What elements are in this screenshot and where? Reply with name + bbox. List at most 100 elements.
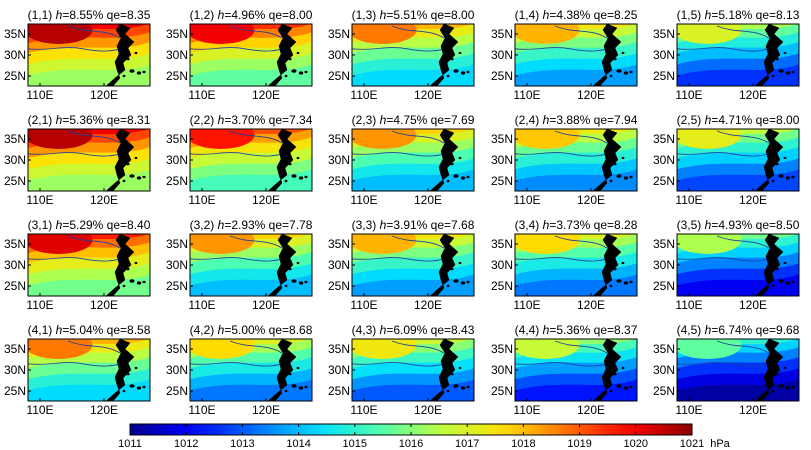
y-tick-label: 35N	[4, 132, 26, 146]
island-mark	[129, 384, 135, 388]
river-line	[515, 362, 614, 367]
island-mark	[460, 386, 466, 390]
coastline-landmask	[267, 129, 297, 191]
island-mark	[616, 384, 622, 388]
island-mark	[616, 69, 622, 73]
panel-title: (2,4) h=3.88% qe=7.94	[515, 113, 638, 127]
island-mark	[450, 57, 454, 61]
island-mark	[623, 71, 629, 75]
y-tick-label: 35N	[491, 132, 513, 146]
island-mark	[609, 74, 613, 78]
coastline-landmask	[105, 24, 135, 86]
river-line	[229, 340, 283, 354]
y-tick-label: 25N	[491, 174, 513, 188]
coastline-landmask	[267, 339, 297, 401]
panel-index-label: (1,2)	[190, 8, 218, 22]
coastline-landmask	[592, 24, 622, 86]
river-line	[554, 130, 608, 144]
y-tick-label: 25N	[491, 279, 513, 293]
island-mark	[460, 281, 466, 285]
river-line	[677, 257, 776, 262]
island-mark	[775, 372, 779, 376]
h-symbol: h	[56, 323, 63, 337]
island-mark	[613, 57, 617, 61]
x-tick-label: 110E	[188, 298, 215, 312]
h-symbol: h	[543, 218, 550, 232]
coastline-landmask	[754, 129, 784, 191]
h-value: =5.04% qe=8.58	[62, 323, 150, 337]
island-mark	[613, 372, 617, 376]
pressure-field	[190, 24, 312, 86]
island-mark	[783, 51, 787, 55]
island-mark	[136, 281, 142, 285]
river-line	[190, 362, 289, 367]
river-line	[67, 235, 121, 249]
island-mark	[775, 57, 779, 61]
pressure-field	[677, 24, 799, 86]
island-mark	[460, 176, 466, 180]
panel-index-label: (3,3)	[352, 218, 380, 232]
y-tick-label: 30N	[4, 153, 26, 167]
island-mark	[126, 162, 130, 166]
coastline-landmask	[429, 24, 459, 86]
island-mark	[621, 156, 625, 160]
river-line	[352, 47, 451, 52]
y-tick-label: 25N	[4, 69, 26, 83]
h-value: =5.51% qe=8.00	[386, 8, 474, 22]
river-line	[677, 362, 776, 367]
island-mark	[288, 372, 292, 376]
island-mark	[783, 366, 787, 370]
x-tick-label: 110E	[513, 403, 540, 417]
y-tick-label: 30N	[328, 258, 350, 272]
coastline-landmask	[592, 339, 622, 401]
island-mark	[142, 70, 146, 74]
y-tick-label: 30N	[491, 363, 513, 377]
island-mark	[296, 156, 300, 160]
panel-index-label: (2,5)	[677, 113, 705, 127]
river-line	[28, 362, 127, 367]
pressure-field	[28, 339, 150, 401]
panel-title: (4,2) h=5.00% qe=8.68	[190, 323, 313, 337]
pressure-field	[677, 129, 799, 191]
island-mark	[453, 69, 459, 73]
y-tick-label: 25N	[328, 69, 350, 83]
panel-title: (2,1) h=5.36% qe=8.31	[28, 113, 151, 127]
island-mark	[791, 175, 795, 179]
panel-index-label: (1,1)	[28, 8, 56, 22]
island-mark	[136, 71, 142, 75]
river-line	[716, 130, 770, 144]
island-mark	[466, 70, 470, 74]
island-mark	[446, 389, 450, 393]
h-symbol: h	[543, 323, 550, 337]
x-tick-label: 110E	[675, 193, 702, 207]
x-tick-label: 120E	[577, 193, 605, 207]
river-line	[716, 25, 770, 39]
panel-index-label: (2,1)	[28, 113, 56, 127]
y-tick-label: 25N	[491, 384, 513, 398]
island-mark	[291, 174, 297, 178]
river-line	[716, 235, 770, 249]
y-tick-label: 30N	[4, 258, 26, 272]
h-value: =5.18% qe=8.13	[711, 8, 799, 22]
h-value: =4.38% qe=8.25	[549, 8, 637, 22]
x-tick-label: 120E	[577, 403, 605, 417]
h-symbol: h	[380, 323, 387, 337]
h-value: =4.96% qe=8.00	[224, 8, 312, 22]
river-line	[391, 25, 445, 39]
island-mark	[291, 279, 297, 283]
y-tick-label: 30N	[166, 153, 188, 167]
h-symbol: h	[218, 113, 225, 127]
river-line	[515, 257, 614, 262]
h-symbol: h	[705, 8, 712, 22]
y-tick-label: 25N	[166, 174, 188, 188]
x-tick-label: 110E	[188, 193, 215, 207]
y-tick-label: 30N	[653, 258, 675, 272]
x-tick-label: 120E	[414, 298, 442, 312]
island-mark	[122, 284, 126, 288]
x-tick-label: 110E	[188, 403, 215, 417]
coastline-landmask	[754, 234, 784, 296]
island-mark	[304, 280, 308, 284]
panel-title: (1,4) h=4.38% qe=8.25	[515, 8, 638, 22]
coastline-landmask	[267, 24, 297, 86]
